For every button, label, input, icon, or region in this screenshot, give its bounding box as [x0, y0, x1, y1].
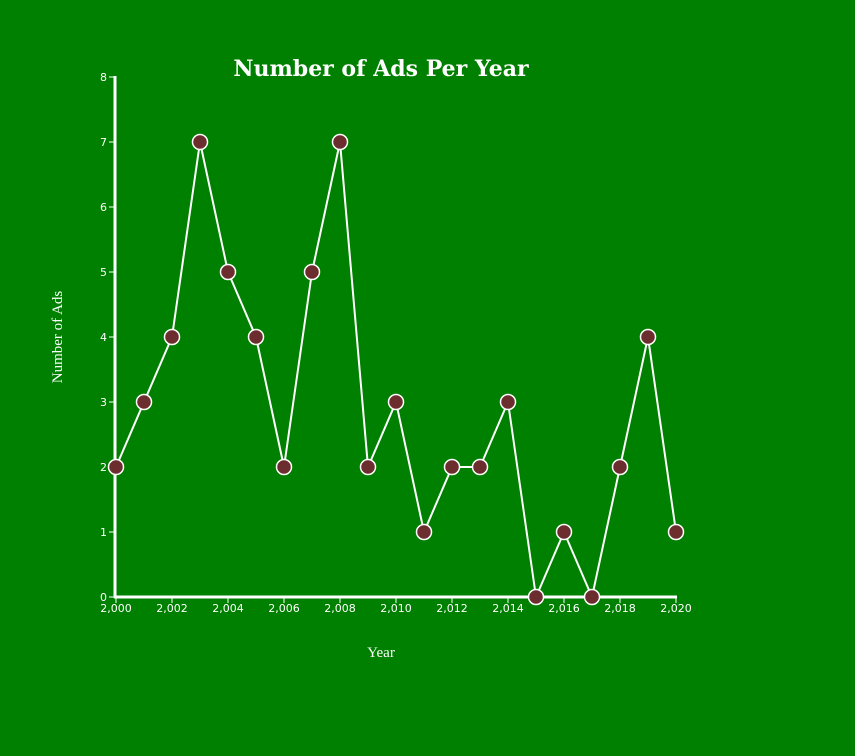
- x-tick-label: 2,004: [212, 602, 244, 615]
- x-tick-label: 2,012: [436, 602, 468, 615]
- data-point[interactable]: [219, 263, 237, 281]
- data-point[interactable]: [527, 588, 545, 606]
- x-tick-label: 2,002: [156, 602, 188, 615]
- x-tick-label: 2,008: [324, 602, 356, 615]
- data-point[interactable]: [191, 133, 209, 151]
- y-tick-label: 8: [100, 71, 107, 84]
- data-point[interactable]: [471, 458, 489, 476]
- x-tick-label: 2,016: [548, 602, 580, 615]
- y-tick-label: 2: [100, 461, 107, 474]
- data-point[interactable]: [639, 328, 657, 346]
- y-tick-label: 0: [100, 591, 107, 604]
- data-point[interactable]: [135, 393, 153, 411]
- data-points: [107, 133, 685, 606]
- x-tick-label: 2,020: [660, 602, 692, 615]
- x-tick-label: 2,018: [604, 602, 636, 615]
- chart-title: Number of Ads Per Year: [233, 56, 529, 82]
- x-tick-label: 2,014: [492, 602, 524, 615]
- x-tick-label: 2,000: [100, 602, 132, 615]
- data-point[interactable]: [415, 523, 433, 541]
- y-tick-label: 3: [100, 396, 107, 409]
- data-point[interactable]: [443, 458, 461, 476]
- y-tick-label: 1: [100, 526, 107, 539]
- data-point[interactable]: [555, 523, 573, 541]
- x-axis-label: Year: [367, 645, 395, 661]
- y-tick-label: 4: [100, 331, 107, 344]
- data-point[interactable]: [667, 523, 685, 541]
- data-point[interactable]: [331, 133, 349, 151]
- data-point[interactable]: [499, 393, 517, 411]
- y-tick-label: 7: [100, 136, 107, 149]
- data-point[interactable]: [583, 588, 601, 606]
- x-axis-ticks: 2,000 2,002 2,004 2,006 2,008 2,010 2,012 2,014…: [100, 597, 692, 615]
- y-axis-ticks: 0 1 2 3 4 5 6 7 8: [100, 71, 115, 604]
- y-axis-label: Number of Ads: [50, 291, 66, 384]
- data-point[interactable]: [247, 328, 265, 346]
- y-tick-label: 5: [100, 266, 107, 279]
- data-point[interactable]: [163, 328, 181, 346]
- data-point[interactable]: [359, 458, 377, 476]
- x-tick-label: 2,010: [380, 602, 412, 615]
- series-line: [115, 141, 677, 601]
- y-tick-label: 6: [100, 201, 107, 214]
- data-point[interactable]: [107, 458, 125, 476]
- data-point[interactable]: [387, 393, 405, 411]
- x-tick-label: 2,006: [268, 602, 300, 615]
- data-point[interactable]: [275, 458, 293, 476]
- data-point[interactable]: [303, 263, 321, 281]
- data-point[interactable]: [611, 458, 629, 476]
